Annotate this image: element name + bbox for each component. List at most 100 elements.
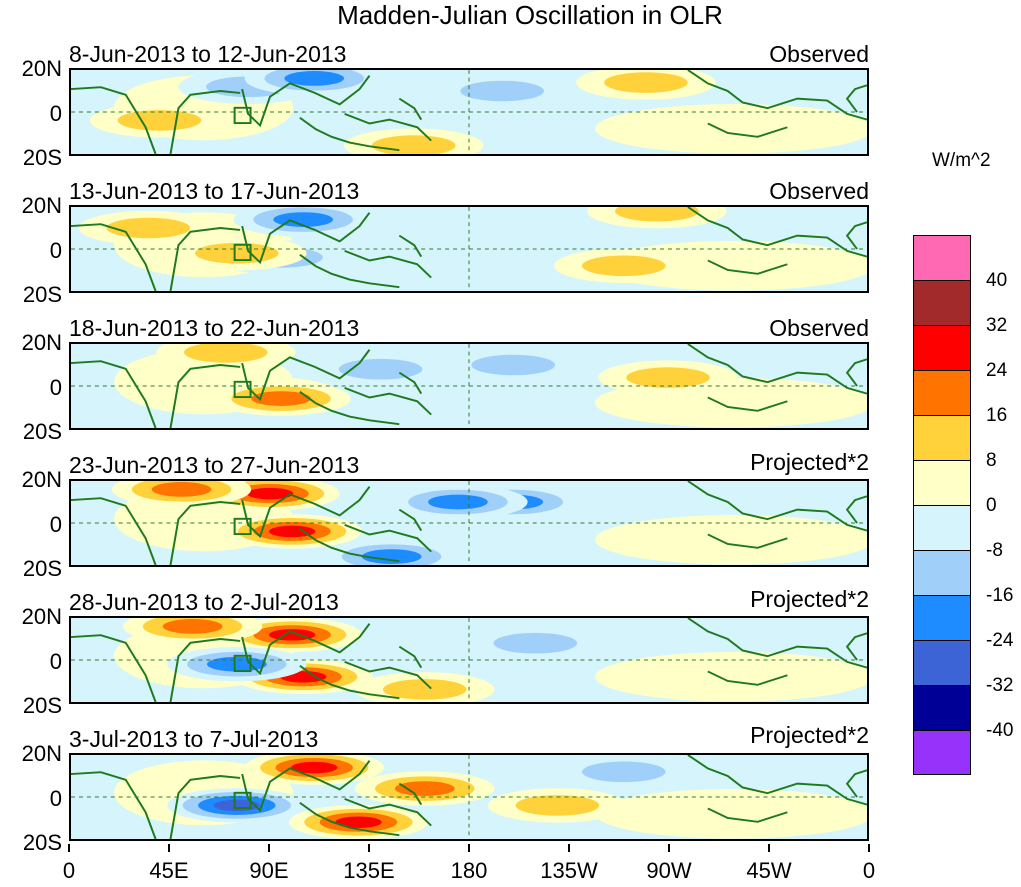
- coastline: [299, 116, 400, 152]
- ytick-20n: 20N: [21, 193, 62, 218]
- ytick-0: 0: [49, 512, 62, 537]
- coastline: [169, 501, 241, 565]
- anomaly-contour: [184, 344, 268, 363]
- coastline: [344, 798, 432, 827]
- ytick-20n: 20N: [21, 604, 62, 629]
- ytick-0: 0: [49, 375, 62, 400]
- anomaly-contour: [615, 207, 699, 222]
- coastline: [71, 771, 157, 839]
- coastline: [687, 344, 867, 395]
- ytick-0: 0: [49, 238, 62, 263]
- colorbar-cell: [913, 595, 971, 640]
- colorbar-tick: 16: [986, 405, 1008, 426]
- colorbar: [913, 235, 971, 775]
- coastline: [344, 113, 432, 142]
- region-box: [233, 517, 252, 536]
- xtick-label: 135E: [343, 858, 395, 883]
- ytick-20s: 20S: [22, 830, 62, 855]
- colorbar-cell: [913, 280, 971, 325]
- anomaly-contour: [206, 656, 267, 672]
- coastline: [687, 70, 867, 121]
- colorbar-cell: [913, 730, 971, 775]
- colorbar-cell: [913, 415, 971, 460]
- ytick-0: 0: [49, 101, 62, 126]
- anomaly-region: [595, 788, 867, 839]
- coastline: [845, 84, 867, 113]
- map-panel-1: [69, 68, 869, 156]
- coastline: [845, 632, 867, 661]
- anomaly-contour: [106, 217, 191, 239]
- coastline: [344, 387, 432, 416]
- anomaly-contour: [428, 494, 488, 510]
- coastline: [398, 234, 423, 258]
- ytick-0: 0: [49, 649, 62, 674]
- anomaly-contour: [604, 72, 688, 93]
- coastline: [398, 508, 423, 532]
- coastline: [344, 524, 432, 553]
- coastline: [707, 670, 788, 686]
- coastline: [299, 664, 400, 700]
- colorbar-tick: 0: [986, 495, 997, 516]
- anomaly-contour: [394, 781, 455, 796]
- coastline: [687, 481, 867, 532]
- region-box: [233, 243, 252, 262]
- panel-5-kind: Projected*2: [750, 586, 869, 612]
- coastline: [299, 253, 400, 289]
- chart-title: Madden-Julian Oscillation in OLR: [337, 0, 723, 30]
- xtick-label: 90W: [646, 858, 692, 883]
- xtick-mark: [868, 844, 870, 852]
- coastline: [169, 364, 241, 428]
- panel-1-date: 8-Jun-2013 to 12-Jun-2013: [69, 41, 347, 67]
- colorbar-cell: [913, 550, 971, 595]
- coastline: [344, 661, 432, 690]
- anomaly-contour: [581, 255, 666, 277]
- xtick-label: 180: [450, 858, 488, 883]
- anomaly-contour: [515, 795, 600, 816]
- panel-3-date: 18-Jun-2013 to 22-Jun-2013: [69, 315, 360, 341]
- xtick-label: 45E: [149, 858, 189, 883]
- xtick-mark: [268, 844, 270, 852]
- coastline: [707, 396, 788, 412]
- anomaly-region: [595, 103, 867, 154]
- anomaly-contour: [117, 110, 202, 131]
- anomaly-contour: [361, 549, 422, 564]
- panel-6-date: 3-Jul-2013 to 7-Jul-2013: [69, 726, 319, 752]
- anomaly-contour: [284, 71, 345, 86]
- coastline: [398, 97, 423, 121]
- coastline: [707, 259, 788, 275]
- xtick-mark: [168, 844, 170, 852]
- xtick-mark: [768, 844, 770, 852]
- coastline: [845, 495, 867, 524]
- coastline: [169, 227, 241, 291]
- colorbar-cell: [913, 505, 971, 550]
- coastline: [241, 212, 371, 265]
- anomaly-contour: [268, 525, 316, 538]
- region-box: [233, 654, 252, 673]
- ytick-20n: 20N: [21, 467, 62, 492]
- colorbar-units: W/m^2: [932, 150, 991, 171]
- colorbar-cell: [913, 370, 971, 415]
- coastline: [299, 390, 400, 426]
- colorbar-tick: 24: [986, 360, 1008, 381]
- anomaly-contour: [246, 487, 294, 500]
- coastline: [169, 775, 241, 839]
- coastline: [71, 86, 157, 154]
- anomaly-contour: [291, 761, 338, 774]
- coastline: [398, 645, 423, 669]
- anomaly-contour: [460, 80, 544, 102]
- colorbar-tick: -40: [986, 720, 1014, 741]
- coastline: [241, 760, 371, 813]
- xtick-mark: [668, 844, 670, 852]
- panel-6-kind: Projected*2: [750, 722, 869, 748]
- xtick-label: 0: [862, 858, 876, 883]
- region-box: [233, 791, 252, 810]
- coastline: [241, 349, 371, 402]
- anomaly-contour: [195, 242, 279, 264]
- x-axis: [68, 844, 870, 858]
- coastline: [169, 90, 241, 154]
- colorbar-cell: [913, 325, 971, 370]
- coastline: [241, 75, 371, 128]
- xtick-mark: [568, 844, 570, 852]
- ytick-20s: 20S: [22, 282, 62, 307]
- colorbar-tick: -8: [986, 540, 1003, 561]
